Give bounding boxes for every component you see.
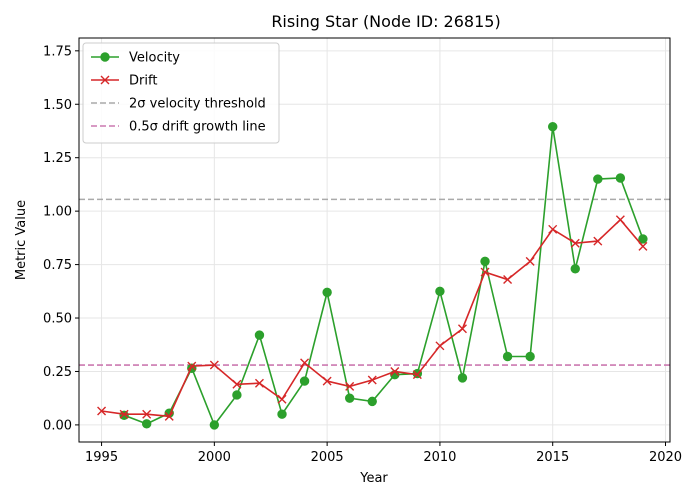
data-point: [254, 378, 264, 388]
data-point: [209, 420, 220, 430]
legend[interactable]: Velocity Drift 2σ velocity threshold 0.5σ d…: [82, 42, 280, 144]
data-point: [457, 373, 468, 383]
data-point: [164, 411, 174, 421]
series-velocity: [119, 122, 648, 430]
data-point: [570, 264, 580, 274]
data-point: [548, 122, 558, 132]
data-point: [97, 406, 107, 416]
x-tick-label: 2020: [649, 450, 682, 465]
data-point: [390, 366, 400, 376]
x-tick-label: 2015: [536, 450, 569, 465]
x-tick-label: 2010: [423, 450, 456, 465]
data-point: [367, 375, 377, 385]
data-point: [638, 234, 648, 244]
y-tick-label: 1.75: [43, 44, 72, 59]
data-point: [615, 215, 625, 225]
data-point: [187, 361, 197, 371]
data-point: [300, 358, 310, 368]
y-tick-label: 1.00: [43, 205, 72, 220]
series-drift: [97, 215, 648, 421]
legend-item[interactable]: Drift: [91, 74, 157, 89]
data-point: [480, 267, 490, 277]
y-axis-ticks: 0.00 0.25 0.50 0.75 1.00 1.25 1.50 1.75: [43, 44, 79, 433]
x-axis-ticks: 1995 2000 2005 2010 2015 2020: [85, 442, 682, 465]
legend-item[interactable]: 0.5σ drift growth line: [91, 120, 266, 135]
data-point: [345, 381, 355, 391]
legend-box: [82, 42, 280, 144]
y-axis-label: Metric Value: [14, 200, 29, 280]
data-point: [322, 287, 332, 298]
data-point: [142, 409, 152, 419]
data-point: [570, 238, 580, 248]
x-axis-label: Year: [359, 471, 388, 486]
data-point: [548, 224, 558, 234]
series-line: [123, 126, 644, 427]
legend-label: Velocity: [129, 51, 180, 66]
data-point: [525, 351, 535, 362]
data-point: [615, 173, 626, 183]
data-point: [435, 341, 445, 351]
data-point: [232, 390, 242, 400]
data-point: [277, 409, 287, 419]
data-point: [525, 256, 535, 266]
data-point: [100, 52, 110, 62]
y-tick-label: 0.00: [43, 418, 72, 433]
y-tick-label: 1.25: [43, 151, 72, 166]
grid-lines: [79, 38, 670, 442]
data-point: [480, 256, 490, 267]
data-point: [435, 286, 445, 297]
data-point: [638, 241, 648, 251]
plot-area-frame: [78, 37, 671, 443]
legend-item[interactable]: 2σ velocity threshold: [91, 97, 266, 112]
data-point: [593, 174, 603, 184]
data-point: [322, 376, 332, 386]
data-point: [367, 396, 377, 407]
data-point: [254, 330, 265, 340]
x-tick-label: 2000: [198, 450, 231, 465]
chart-title: Rising Star (Node ID: 26815): [271, 12, 500, 31]
data-point: [277, 394, 287, 404]
data-point: [232, 379, 242, 389]
y-tick-label: 0.75: [43, 258, 72, 273]
data-point: [119, 410, 129, 420]
y-tick-label: 1.50: [43, 98, 72, 113]
data-point: [457, 324, 467, 334]
y-tick-label: 0.50: [43, 312, 72, 327]
x-tick-label: 2005: [311, 450, 344, 465]
data-point: [209, 360, 219, 370]
data-point: [344, 393, 355, 403]
y-tick-label: 0.25: [43, 365, 72, 380]
data-point: [299, 376, 310, 386]
data-point: [503, 275, 513, 285]
data-point: [141, 419, 152, 429]
legend-label: 0.5σ drift growth line: [129, 120, 266, 135]
legend-label: Drift: [129, 74, 157, 89]
data-series: [97, 122, 648, 430]
legend-item[interactable]: Velocity: [91, 51, 180, 66]
x-tick-label: 1995: [85, 450, 118, 465]
data-point: [502, 351, 513, 362]
legend-label: 2σ velocity threshold: [129, 97, 266, 112]
data-point: [412, 370, 422, 380]
data-point: [100, 75, 110, 85]
data-point: [593, 236, 603, 246]
data-point: [119, 409, 129, 419]
